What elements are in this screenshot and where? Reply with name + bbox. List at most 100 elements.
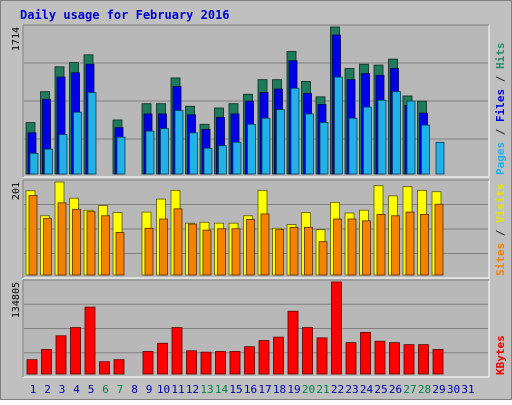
legend-sites-0: Sites: [494, 243, 507, 276]
bar-pages-day-17: [261, 117, 271, 175]
bar-sites-day-5: [86, 211, 96, 276]
y-max-label: 134805: [11, 282, 22, 318]
x-tick-label-3: 3: [59, 383, 66, 396]
bar-pages-day-9: [145, 130, 155, 175]
bar-pages-day-21: [319, 122, 329, 175]
bar-sites-day-6: [101, 215, 110, 276]
bar-kbytes-day-20: [302, 327, 313, 375]
bar-sites-day-1: [28, 195, 38, 276]
bar-kbytes-day-9: [142, 351, 154, 375]
x-tick-label-2: 2: [44, 383, 51, 396]
bar-sites-day-24: [362, 220, 371, 276]
bar-sites-day-9: [144, 227, 154, 276]
panel-hits-files-pages: 1714 Pages / Files / Hits: [11, 24, 507, 178]
x-tick-label-21: 21: [316, 383, 329, 396]
bar-sites-day-4: [72, 208, 81, 276]
bar-sites-day-29: [434, 203, 444, 276]
bar-kbytes-day-14: [215, 351, 226, 375]
legend-pages-0: Pages: [494, 142, 507, 175]
x-tick-label-23: 23: [345, 383, 358, 396]
x-tick-label-11: 11: [171, 383, 184, 396]
bar-sites-day-27: [405, 211, 415, 276]
bar-kbytes-day-27: [403, 344, 415, 375]
bar-pages-day-29: [435, 141, 445, 175]
bar-kbytes-day-4: [70, 327, 81, 375]
x-tick-label-16: 16: [244, 383, 257, 396]
bar-kbytes-day-7: [113, 359, 125, 375]
x-tick-label-20: 20: [302, 383, 315, 396]
bar-pages-day-26: [392, 91, 401, 175]
bar-sites-day-11: [173, 208, 183, 276]
y-max-label: 201: [11, 182, 22, 200]
bar-pages-day-14: [218, 145, 227, 175]
bar-pages-day-2: [44, 148, 53, 175]
chart-panels: 1714 Pages / Files / Hits 201 Sites / Visit…: [11, 24, 507, 378]
bar-pages-day-27: [406, 100, 416, 175]
bar-pages-day-18: [276, 109, 285, 175]
bar-kbytes-day-5: [84, 306, 96, 375]
bar-sites-day-17: [260, 213, 270, 276]
bar-pages-day-24: [363, 106, 372, 175]
bar-pages-day-25: [377, 99, 387, 175]
legend-sep-1: /: [494, 122, 507, 142]
bar-pages-day-12: [189, 132, 198, 175]
right-legend-hits-files-pages: Pages / Files / Hits: [494, 43, 507, 176]
bar-pages-day-15: [232, 141, 242, 175]
x-tick-label-1: 1: [30, 383, 37, 396]
x-tick-label-22: 22: [331, 383, 344, 396]
bar-pages-day-11: [174, 110, 184, 175]
bar-pages-day-10: [160, 128, 169, 175]
right-legend-visits-sites: Sites / Visits: [494, 183, 507, 276]
x-tick-label-14: 14: [215, 383, 229, 396]
legend-files-2: Files: [494, 89, 507, 122]
bar-kbytes-day-11: [171, 327, 183, 375]
bar-kbytes-day-6: [99, 361, 110, 375]
bar-sites-day-25: [376, 213, 386, 276]
bar-sites-day-13: [202, 229, 212, 276]
legend-visits-2: Visits: [494, 183, 507, 223]
bar-sites-day-7: [115, 232, 125, 276]
x-tick-label-5: 5: [88, 383, 95, 396]
x-tick-label-26: 26: [389, 383, 402, 396]
x-tick-label-31: 31: [461, 383, 474, 396]
bar-pages-day-1: [29, 153, 39, 175]
bar-kbytes-day-3: [55, 335, 67, 375]
bar-kbytes-day-2: [41, 349, 52, 375]
bar-sites-day-23: [347, 218, 357, 276]
bar-kbytes-day-28: [418, 344, 429, 375]
bar-pages-day-3: [58, 134, 68, 175]
bar-kbytes-day-1: [26, 359, 38, 375]
chart-title: Daily usage for February 2016: [20, 8, 230, 22]
bar-pages-day-16: [247, 123, 256, 175]
x-tick-label-4: 4: [73, 383, 80, 396]
right-legend-kbytes: KBytes: [494, 335, 507, 375]
bar-sites-day-20: [304, 226, 313, 276]
legend-sep-3: /: [494, 69, 507, 89]
x-tick-label-18: 18: [273, 383, 286, 396]
x-tick-label-12: 12: [186, 383, 199, 396]
bar-kbytes-day-13: [200, 351, 212, 375]
bar-sites-day-12: [188, 223, 197, 276]
x-tick-label-17: 17: [258, 383, 271, 396]
bar-sites-day-21: [318, 241, 328, 276]
legend-kbytes-0: KBytes: [494, 335, 507, 375]
bar-sites-day-18: [275, 229, 284, 276]
x-tick-label-27: 27: [403, 383, 416, 396]
x-tick-label-24: 24: [360, 383, 374, 396]
legend-hits-4: Hits: [494, 43, 507, 70]
bar-sites-day-22: [333, 218, 342, 276]
bar-sites-day-10: [159, 218, 168, 276]
bar-kbytes-day-17: [258, 340, 270, 375]
x-tick-label-25: 25: [374, 383, 387, 396]
x-tick-label-10: 10: [157, 383, 170, 396]
legend-sep-1: /: [494, 223, 507, 243]
x-tick-label-28: 28: [418, 383, 431, 396]
x-tick-label-9: 9: [146, 383, 153, 396]
bar-pages-day-23: [348, 117, 358, 175]
bar-sites-day-15: [231, 228, 241, 276]
bar-sites-day-16: [246, 219, 255, 276]
x-axis-day-labels: 1 2 3 4 5 6 7 8 9 10 11 12 13 14 15 16 17 18 19 20 21 22 23 24 2…: [30, 383, 475, 396]
bar-pages-day-22: [334, 76, 343, 175]
